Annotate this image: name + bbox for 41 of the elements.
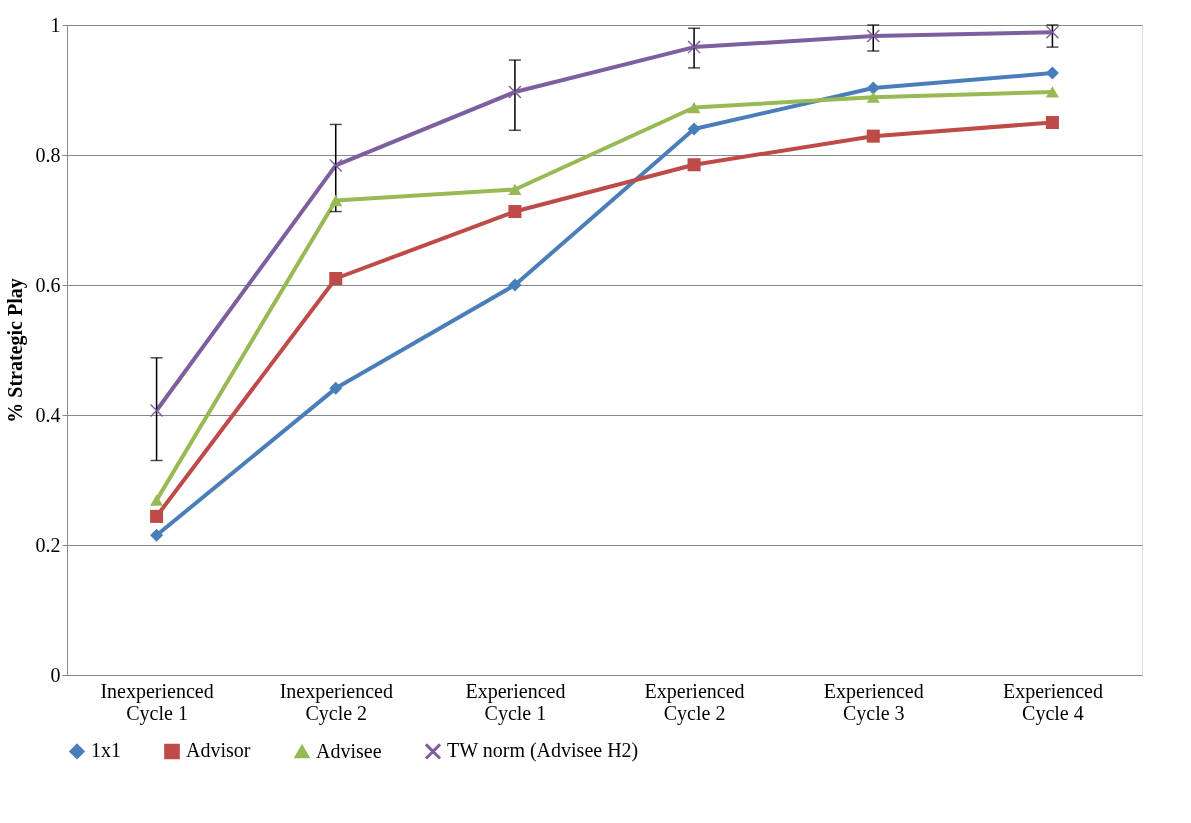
x-tick-label: Experienced Cycle 1: [465, 679, 566, 725]
x-tick-label: Inexperienced Cycle 1: [100, 679, 214, 725]
point: [866, 29, 880, 43]
point: [329, 194, 343, 207]
legend-label: 1x1: [91, 739, 121, 762]
point: [150, 403, 164, 417]
point: [150, 528, 164, 542]
point: [508, 278, 522, 292]
point: [866, 81, 880, 95]
point: [508, 85, 522, 99]
point: [1045, 115, 1059, 130]
point: [150, 509, 164, 523]
point: [329, 381, 343, 395]
legend-label: TW norm (Advisee H2): [447, 739, 639, 763]
x-tick-label: Experienced Cycle 3: [823, 679, 924, 725]
x-tick-label: Experienced Cycle 2: [644, 679, 745, 725]
point: [687, 40, 701, 54]
y-tick-label: 0: [50, 663, 61, 686]
point: [329, 271, 343, 286]
point: [866, 91, 880, 103]
legend-label: Advisor: [186, 739, 251, 762]
point: [508, 205, 522, 219]
point: [1045, 86, 1059, 98]
point: [866, 129, 880, 143]
y-axis-title: % Strategic Play: [3, 278, 27, 423]
x-tick-label: Inexperienced Cycle 2: [279, 679, 393, 725]
y-tick-label: 0.4: [35, 403, 61, 426]
y-tick-label: 0.6: [35, 273, 61, 296]
point: [687, 101, 701, 114]
x-tick-label: Experienced Cycle 4: [1002, 679, 1103, 725]
point: [150, 494, 164, 506]
y-tick-label: 1: [50, 13, 61, 36]
y-tick-label: 0.8: [35, 143, 61, 166]
point: [1045, 66, 1059, 80]
point: [1045, 25, 1059, 39]
point: [687, 158, 701, 172]
y-tick-label: 0.2: [35, 533, 61, 556]
point: [687, 122, 701, 136]
point: [508, 183, 522, 196]
legend-label: Advisee: [316, 739, 382, 762]
point: [329, 158, 343, 172]
